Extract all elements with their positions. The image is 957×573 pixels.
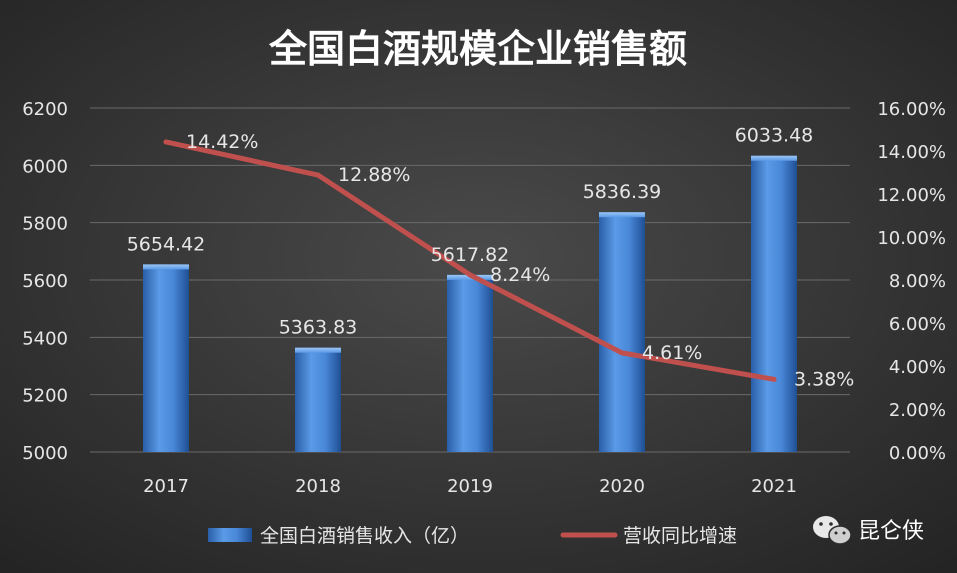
line-series [163,139,777,382]
y-right-tick-label: 14.00% [877,142,946,163]
y-right-tick-label: 10.00% [877,228,946,249]
line-point [467,272,473,278]
y-right-tick-label: 6.00% [889,314,946,335]
y-left-tick-label: 5600 [22,271,68,292]
bar [447,274,493,452]
y-left-tick-label: 5800 [22,214,68,235]
line-point [315,172,321,178]
line-data-label: 8.24% [490,264,550,286]
bar-top [143,264,189,270]
line-data-label: 12.88% [338,164,410,186]
y-left-tick-label: 5200 [22,386,68,407]
bar-series [143,155,797,453]
y-right-tick-label: 4.00% [889,357,946,378]
y-right-tick-label: 8.00% [889,271,946,292]
bar-data-label: 5363.83 [279,317,358,339]
chart-title: 全国白酒规模企业销售额 [268,27,687,71]
wechat-icon [813,516,852,545]
data-labels: 5654.42 5363.83 5617.82 5836.39 6033.48 14.42… [127,125,855,391]
y-left-tick-label: 5400 [22,328,68,349]
bar [599,212,645,452]
y-right-tick-label: 12.00% [877,185,946,206]
legend: 全国白酒销售收入（亿） 营收同比增速 [208,525,737,547]
line-point [163,139,169,145]
x-tick-label: 2019 [447,476,493,497]
legend-line-label: 营收同比增速 [623,525,737,547]
bar [143,264,189,452]
line-data-label: 3.38% [794,368,854,390]
line-data-label: 4.61% [642,342,702,364]
bar [751,155,797,453]
x-tick-label: 2017 [143,476,189,497]
bar-top [599,212,645,218]
watermark-text: 昆仑侠 [858,519,924,544]
x-tick-label: 2021 [751,476,797,497]
y-left-tick-label: 6000 [22,156,68,177]
bar [295,347,341,452]
bar-data-label: 5617.82 [431,244,510,266]
y-left-tick-label: 5000 [22,443,68,464]
bar-top [751,155,797,161]
y-right-tick-label: 2.00% [889,400,946,421]
legend-bar-swatch [208,528,252,542]
bar-data-label: 5654.42 [127,233,206,255]
watermark: 昆仑侠 [813,516,924,545]
y-left-tick-label: 6200 [22,99,68,120]
y-right-tick-label: 0.00% [889,443,946,464]
bar-top [295,347,341,353]
legend-bar-label: 全国白酒销售收入（亿） [260,525,469,547]
x-tick-label: 2018 [295,476,341,497]
line-data-label: 14.42% [186,131,258,153]
x-tick-label: 2020 [599,476,645,497]
bar-data-label: 6033.48 [735,125,814,147]
y-right-tick-label: 16.00% [877,99,946,120]
line-point [771,376,777,382]
axis-labels: 5000 5200 5400 5600 5800 6000 6200 0.00% 2.00% 4.… [22,99,946,497]
bar-data-label: 5836.39 [583,181,662,203]
line-point [619,350,625,356]
